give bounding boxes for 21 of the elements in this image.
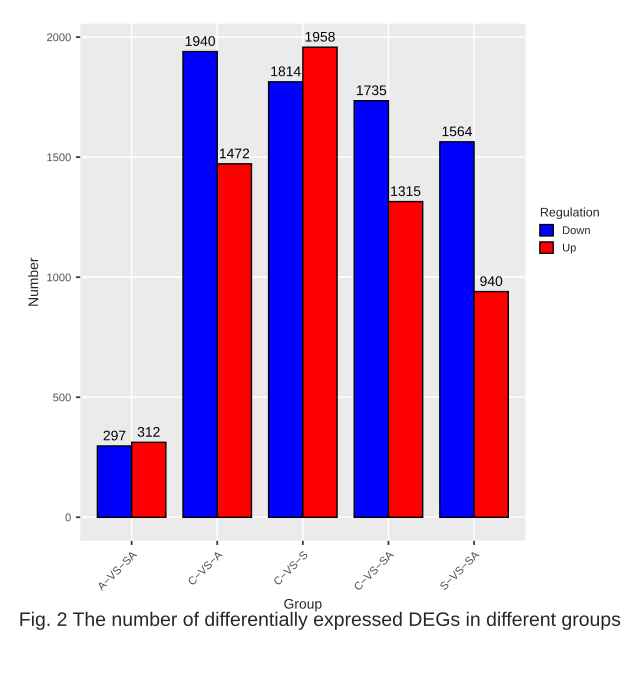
y-tick-label: 1500	[47, 153, 71, 162]
data-label: 1958	[306, 32, 335, 42]
data-label: 1814	[271, 66, 301, 76]
y-axis-title: Number	[28, 258, 38, 306]
x-axis-title: Group	[284, 598, 322, 612]
data-label: 1940	[186, 36, 216, 46]
data-label: 1564	[442, 126, 472, 136]
data-label: 1315	[391, 186, 420, 196]
data-label: 297	[104, 430, 126, 440]
data-label: 1472	[220, 148, 250, 158]
caption: Fig. 2 The number of differentially expressed DEGs in different groups	[20, 612, 620, 630]
y-tick-label: 2000	[47, 33, 71, 42]
legend-label: Up	[562, 244, 576, 254]
data-label: 312	[138, 427, 160, 437]
y-tick-label: 1000	[47, 273, 71, 282]
y-tick-label: 0	[65, 514, 71, 522]
legend-title: Regulation	[540, 207, 599, 220]
legend-label: Down	[563, 226, 590, 234]
y-tick-label: 500	[53, 393, 71, 402]
data-label: 940	[480, 276, 502, 286]
data-label: 1735	[356, 85, 386, 96]
